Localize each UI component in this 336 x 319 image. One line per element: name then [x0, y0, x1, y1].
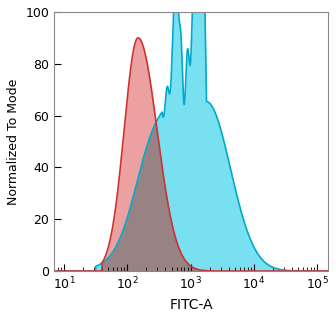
Y-axis label: Normalized To Mode: Normalized To Mode — [7, 78, 20, 205]
X-axis label: FITC-A: FITC-A — [169, 298, 213, 312]
